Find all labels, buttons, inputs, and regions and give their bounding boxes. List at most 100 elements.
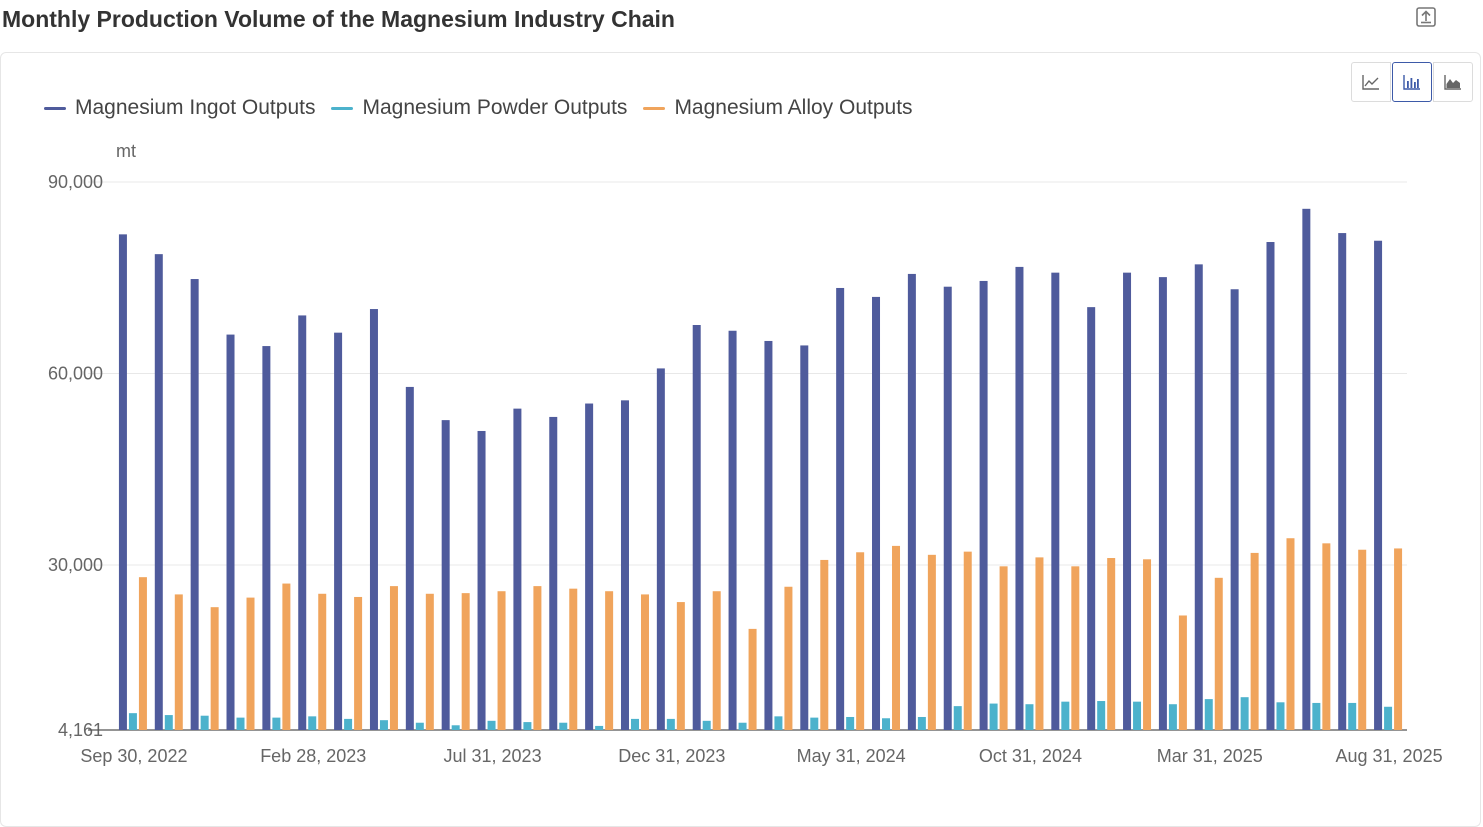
bar-powder <box>810 717 819 730</box>
bar-alloy <box>1143 559 1152 730</box>
bar-ingot <box>1338 233 1347 730</box>
bar-powder <box>272 717 281 730</box>
bar-alloy <box>246 597 255 730</box>
bar-powder <box>1061 701 1070 730</box>
bar-ingot <box>1194 264 1203 730</box>
x-tick-label: Oct 31, 2024 <box>979 746 1082 766</box>
bar-alloy <box>1071 566 1080 730</box>
bar-alloy <box>1322 543 1331 730</box>
bar-alloy <box>461 593 470 730</box>
bar-alloy <box>318 593 327 730</box>
bar-alloy <box>748 628 757 730</box>
area-chart-toggle[interactable] <box>1433 62 1473 102</box>
bar-ingot <box>800 345 809 730</box>
bar-chart-icon <box>1403 75 1420 90</box>
bar-powder <box>1348 702 1357 730</box>
bar-ingot <box>262 346 271 730</box>
y-tick-label: 4,161 <box>58 720 103 740</box>
bar-ingot <box>728 330 737 730</box>
bar-alloy <box>282 583 291 730</box>
bar-powder <box>1384 706 1393 730</box>
bar-ingot <box>1230 289 1239 730</box>
bar-alloy <box>856 552 865 730</box>
y-tick-label: 60,000 <box>48 364 103 384</box>
bar-alloy <box>676 602 685 730</box>
bar-ingot <box>1158 277 1167 730</box>
bar-ingot <box>1123 272 1132 730</box>
bar-ingot <box>334 332 343 730</box>
x-tick-label: Mar 31, 2025 <box>1157 746 1263 766</box>
x-tick-label: Aug 31, 2025 <box>1336 746 1443 766</box>
y-tick-label: 90,000 <box>48 172 103 192</box>
bar-powder <box>702 720 711 730</box>
legend-item-alloy[interactable]: Magnesium Alloy Outputs <box>643 96 913 120</box>
bar-ingot <box>405 386 414 730</box>
bar-ingot <box>1051 272 1060 730</box>
bar-ingot <box>1087 307 1096 730</box>
bar-chart-toggle[interactable] <box>1392 62 1432 102</box>
bar-powder <box>774 716 783 730</box>
chart-legend: Magnesium Ingot Outputs Magnesium Powder… <box>44 96 929 120</box>
x-tick-label: Dec 31, 2023 <box>618 746 725 766</box>
legend-item-powder[interactable]: Magnesium Powder Outputs <box>331 96 627 120</box>
bar-alloy <box>1394 548 1403 730</box>
x-tick-label: Sep 30, 2022 <box>80 746 187 766</box>
legend-item-ingot[interactable]: Magnesium Ingot Outputs <box>44 96 315 120</box>
bar-ingot <box>226 334 235 730</box>
bar-ingot <box>118 234 127 730</box>
bar-alloy <box>820 559 829 730</box>
legend-label-powder: Magnesium Powder Outputs <box>362 96 628 119</box>
bar-powder <box>379 720 388 730</box>
bar-ingot <box>943 286 952 730</box>
bar-alloy <box>1178 615 1187 730</box>
legend-label-ingot: Magnesium Ingot Outputs <box>75 96 316 119</box>
bar-powder <box>1133 701 1142 730</box>
line-chart-toggle[interactable] <box>1351 62 1391 102</box>
bar-powder <box>344 718 353 730</box>
bar-alloy <box>1035 557 1044 730</box>
bar-ingot <box>764 340 773 730</box>
bar-powder <box>630 718 639 730</box>
bar-powder <box>989 703 998 730</box>
bar-powder <box>953 706 962 730</box>
export-icon <box>1416 7 1436 27</box>
bar-alloy <box>354 596 363 730</box>
bar-alloy <box>999 566 1008 730</box>
bar-powder <box>1276 702 1285 730</box>
bar-powder <box>451 725 460 730</box>
bar-ingot <box>298 315 307 730</box>
y-axis-unit: mt <box>116 141 136 161</box>
bar-powder <box>487 720 496 730</box>
bar-ingot <box>979 280 988 730</box>
bar-powder <box>882 718 891 730</box>
bar-ingot <box>585 403 594 730</box>
bar-powder <box>523 722 532 730</box>
bar-alloy <box>927 554 936 730</box>
bar-powder <box>200 715 209 730</box>
x-tick-label: Feb 28, 2023 <box>260 746 366 766</box>
bar-alloy <box>210 607 219 730</box>
bar-ingot <box>1374 240 1383 730</box>
bar-alloy <box>640 594 649 730</box>
bar-alloy <box>569 588 578 730</box>
bar-ingot <box>513 408 522 730</box>
bar-alloy <box>1286 538 1295 730</box>
bar-alloy <box>1250 552 1259 730</box>
bar-alloy <box>425 593 434 730</box>
bar-ingot <box>154 254 163 730</box>
bar-alloy <box>784 586 793 730</box>
bar-ingot <box>549 416 558 730</box>
bar-alloy <box>174 594 183 730</box>
y-tick-label: 30,000 <box>48 555 103 575</box>
bar-ingot <box>441 420 450 730</box>
bar-alloy <box>605 591 614 730</box>
legend-swatch-alloy <box>643 106 666 110</box>
bar-alloy <box>1358 549 1367 730</box>
bar-powder <box>236 717 245 730</box>
export-button[interactable] <box>1415 6 1437 28</box>
bar-alloy <box>138 577 147 730</box>
bar-powder <box>738 722 747 730</box>
bar-alloy <box>389 586 398 730</box>
bar-powder <box>666 718 675 730</box>
bar-powder <box>559 722 568 730</box>
